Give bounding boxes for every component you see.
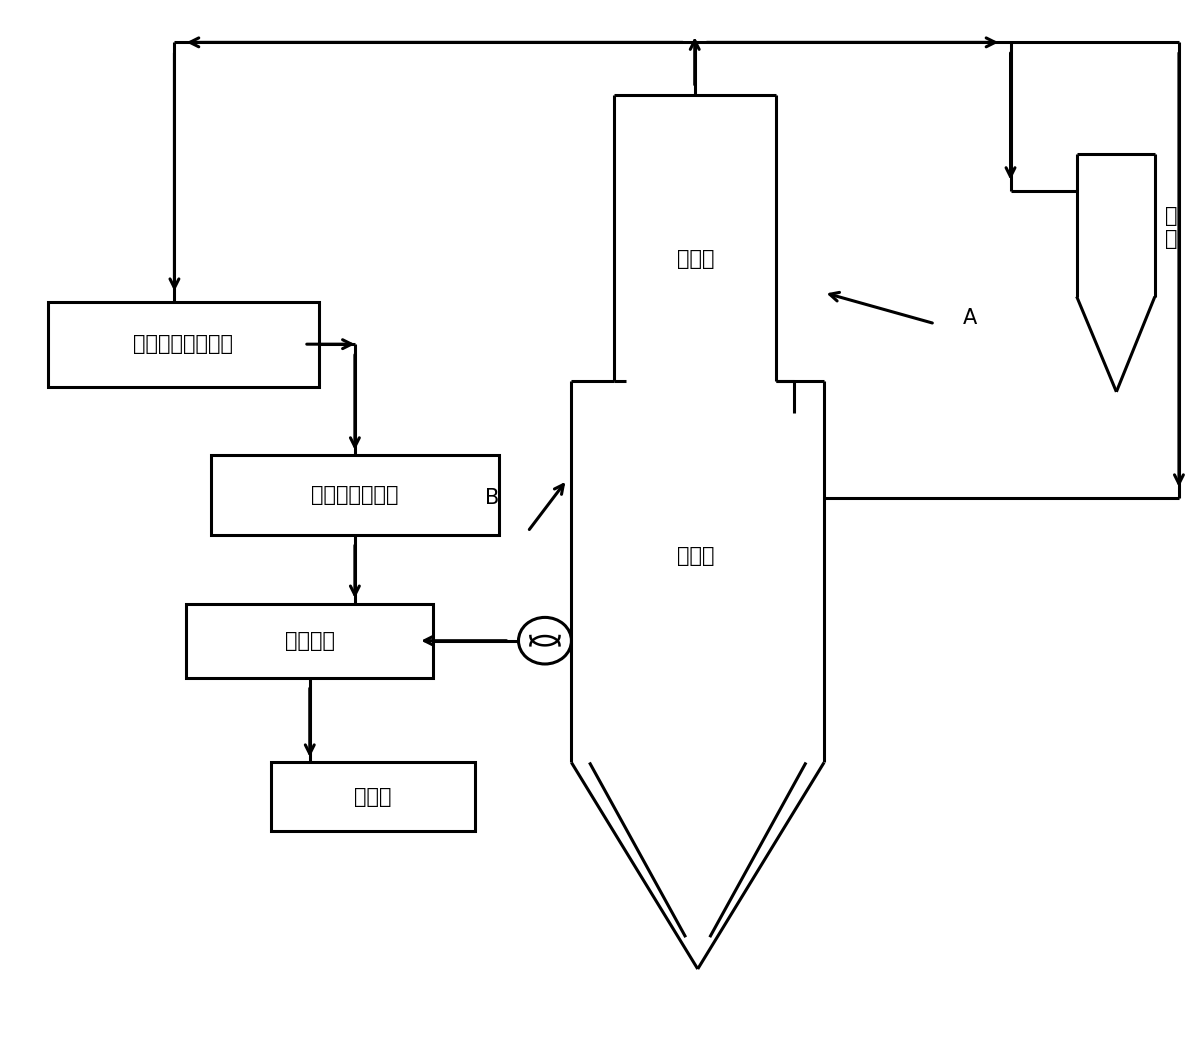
Text: 甲烷合成: 甲烷合成	[285, 631, 334, 650]
Bar	[48, 302, 319, 387]
Text: 热解段: 热解段	[676, 250, 715, 269]
Bar	[186, 604, 433, 678]
Text: 旋
风: 旋 风	[1165, 207, 1177, 249]
Text: A: A	[962, 308, 977, 327]
Text: 焦油冷凝回收系统: 焦油冷凝回收系统	[134, 335, 233, 354]
Text: 低温甲醒洗系统: 低温甲醒洗系统	[312, 485, 398, 505]
Text: B: B	[485, 488, 499, 507]
Text: 气化段: 气化段	[676, 546, 715, 566]
Text: 天然气: 天然气	[354, 787, 392, 807]
Bar	[211, 455, 499, 535]
Bar	[271, 762, 475, 831]
